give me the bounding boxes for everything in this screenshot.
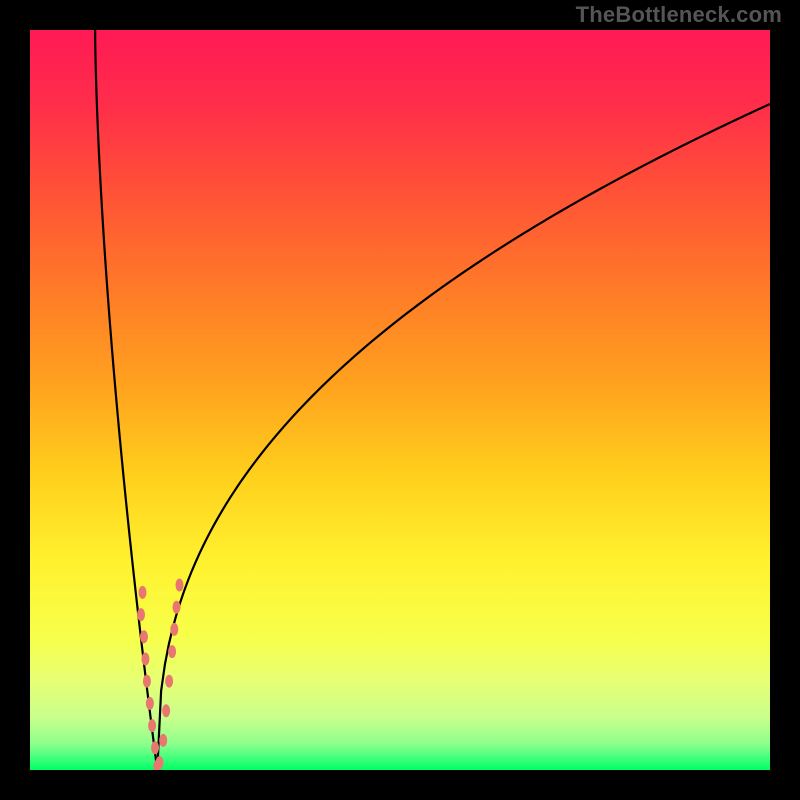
marker-point — [173, 601, 181, 614]
marker-point — [168, 645, 176, 658]
marker-point — [137, 608, 145, 621]
marker-point — [141, 653, 149, 666]
marker-point — [146, 697, 154, 710]
marker-point — [143, 675, 151, 688]
curve-layer — [30, 30, 770, 770]
marker-point — [170, 623, 178, 636]
marker-point — [151, 741, 159, 754]
data-markers — [137, 579, 183, 771]
marker-point — [140, 630, 148, 643]
right-curve — [157, 104, 770, 770]
marker-point — [162, 704, 170, 717]
marker-point — [148, 719, 156, 732]
watermark-text: TheBottleneck.com — [576, 2, 782, 28]
chart-frame: TheBottleneck.com — [0, 0, 800, 800]
plot-area — [30, 30, 770, 770]
marker-point — [175, 579, 183, 592]
marker-point — [159, 734, 167, 747]
marker-point — [138, 586, 146, 599]
marker-point — [165, 675, 173, 688]
marker-point — [156, 756, 164, 769]
